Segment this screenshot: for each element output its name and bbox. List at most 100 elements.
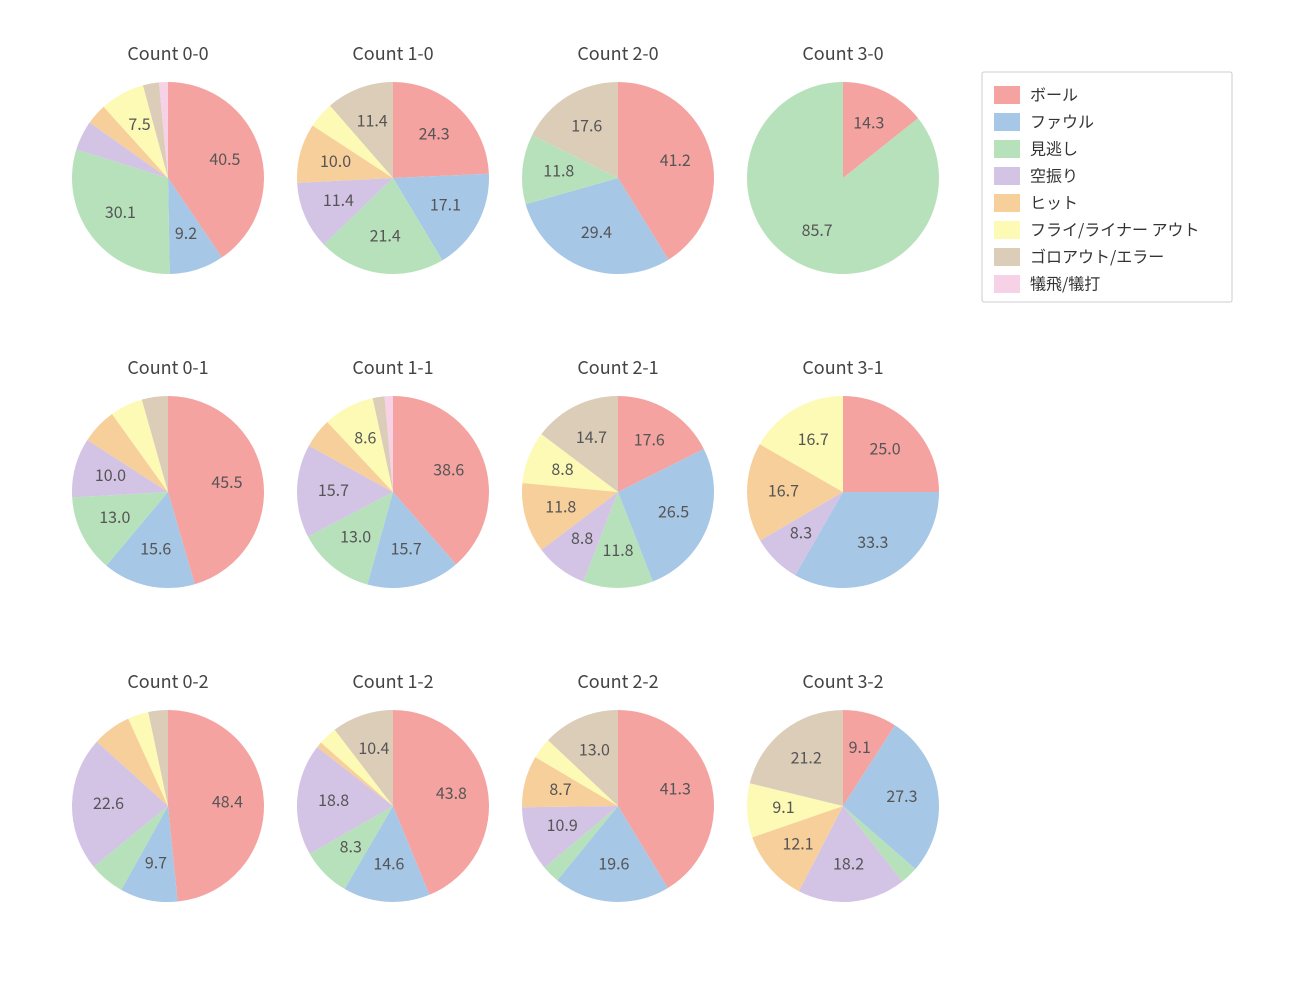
pie-slice-label: 43.8	[436, 780, 467, 804]
pie-slice-label: 8.3	[340, 833, 362, 857]
pie-slice-label: 15.7	[318, 477, 349, 501]
pie-chart: Count 3-2 9.1 27.3 18.2 12.1 9.1 21.2	[747, 668, 939, 902]
legend-swatch-ball	[994, 86, 1020, 104]
pie-slice-label: 8.3	[790, 520, 812, 544]
pie-title: Count 2-0	[577, 40, 658, 66]
legend-label: 空振り	[1030, 162, 1078, 186]
pie-slice-label: 14.6	[373, 851, 404, 875]
pie-slice-label: 10.0	[95, 462, 126, 486]
pie-slice-label: 15.6	[140, 536, 171, 560]
pie-slice-label: 16.7	[768, 478, 799, 502]
pie-grid-svg: Count 0-0 40.5 9.2 30.1 7.5 Count 1-0 24.3 17.1…	[0, 0, 1300, 1000]
pie-slice-label: 29.4	[581, 219, 612, 243]
pie-title: Count 1-0	[352, 40, 433, 66]
legend-swatch-fly_liner	[994, 221, 1020, 239]
chart-root: Count 0-0 40.5 9.2 30.1 7.5 Count 1-0 24.3 17.1…	[0, 0, 1300, 1000]
legend-label: 見逃し	[1030, 135, 1078, 159]
pie-title: Count 0-1	[127, 354, 208, 380]
pie-slice-label: 41.2	[660, 147, 691, 171]
pie-slice-label: 27.3	[886, 783, 917, 807]
pie-slice-label: 17.1	[430, 192, 461, 216]
pie-slice-label: 11.8	[543, 158, 574, 182]
pie-title: Count 1-1	[352, 354, 433, 380]
pie-slice-label: 17.6	[634, 427, 665, 451]
pie-slice-label: 45.5	[211, 469, 242, 493]
legend-label: ゴロアウト/エラー	[1030, 243, 1164, 267]
pie-slice-label: 41.3	[660, 775, 691, 799]
legend-label: ボール	[1030, 81, 1078, 105]
pie-slice-label: 30.1	[105, 199, 136, 223]
pie-slice-label: 26.5	[658, 499, 689, 523]
pie-chart: Count 3-1 25.0 33.3 8.3 16.7 16.7	[747, 354, 939, 588]
pie-slice-label: 17.6	[571, 113, 602, 137]
pie-slice-label: 12.1	[782, 830, 813, 854]
pie-slice-label: 10.9	[547, 812, 578, 836]
pie-title: Count 3-1	[802, 354, 883, 380]
pie-slice-label: 85.7	[802, 217, 833, 241]
pie-slice-label: 13.0	[340, 524, 371, 548]
pie-slice-label: 40.5	[209, 146, 240, 170]
pie-slice-label: 11.8	[602, 537, 633, 561]
pie-slice-label: 38.6	[433, 456, 464, 480]
pie-slice-label: 11.8	[545, 494, 576, 518]
pie-slice-label: 24.3	[419, 120, 450, 144]
pie-slice-label: 10.4	[358, 735, 389, 759]
pie-slice-label: 21.2	[791, 745, 822, 769]
legend: ボールファウル見逃し空振りヒットフライ/ライナー アウトゴロアウト/エラー犠飛/…	[982, 72, 1232, 302]
pie-slice-label: 9.1	[849, 734, 871, 758]
legend-label: 犠飛/犠打	[1030, 270, 1100, 294]
pie-title: Count 3-2	[802, 668, 883, 694]
pie-slice-label: 11.4	[323, 187, 354, 211]
pie-chart: Count 1-024.317.121.411.410.011.4	[297, 40, 489, 274]
pie-slice-label: 10.0	[320, 148, 351, 172]
pie-chart: Count 0-2 48.4 9.7 22.6	[72, 668, 264, 902]
pie-slice-label: 13.0	[579, 737, 610, 761]
pie-slice-label: 8.7	[549, 776, 571, 800]
pie-slice-label: 9.2	[175, 220, 197, 244]
pie-title: Count 3-0	[802, 40, 883, 66]
pie-slice-label: 14.3	[853, 110, 884, 134]
pie-chart: Count 2-117.626.511.88.811.88.814.7	[522, 354, 714, 588]
legend-swatch-groundout	[994, 248, 1020, 266]
legend-swatch-called	[994, 140, 1020, 158]
pie-slice-label: 8.8	[571, 525, 593, 549]
pie-slice-label: 21.4	[370, 222, 401, 246]
pie-slice-label: 13.0	[99, 504, 130, 528]
legend-frame	[982, 72, 1232, 302]
pie-chart: Count 2-0 41.2 29.4 11.8 17.6	[522, 40, 714, 274]
pie-title: Count 0-2	[127, 668, 208, 694]
pie-slice-label: 9.1	[772, 794, 794, 818]
pie-chart: Count 1-2 43.8 14.6 8.3 18.8 10.4	[297, 668, 489, 902]
pie-slice-label: 8.6	[354, 425, 376, 449]
legend-swatch-swing_miss	[994, 167, 1020, 185]
legend-label: ファウル	[1030, 108, 1094, 132]
legend-label: フライ/ライナー アウト	[1030, 216, 1200, 240]
pie-slice-label: 22.6	[93, 790, 124, 814]
pie-title: Count 1-2	[352, 668, 433, 694]
pie-slice-label: 18.8	[318, 787, 349, 811]
legend-swatch-sac	[994, 275, 1020, 293]
pie-chart: Count 1-1 38.6 15.7 13.0 15.7 8.6	[297, 354, 489, 588]
pie-slice-label: 14.7	[576, 424, 607, 448]
pie-title: Count 2-2	[577, 668, 658, 694]
pie-slice-label: 15.7	[391, 535, 422, 559]
pie-slice-label: 8.8	[551, 456, 573, 480]
pie-slice-label: 19.6	[598, 851, 629, 875]
pie-slice-label: 48.4	[212, 788, 243, 812]
pie-title: Count 2-1	[577, 354, 658, 380]
pie-slice-label: 25.0	[870, 435, 901, 459]
pie-title: Count 0-0	[127, 40, 208, 66]
pie-slice-label: 7.5	[128, 111, 150, 135]
pie-slice-label: 33.3	[857, 529, 888, 553]
pie-slice-label: 9.7	[145, 850, 167, 874]
pie-slice-label: 11.4	[357, 108, 388, 132]
legend-label: ヒット	[1030, 189, 1078, 213]
pie-chart: Count 3-0 14.3 85.7	[747, 40, 939, 274]
pie-chart: Count 2-2 41.3 19.6 10.9 8.7 13.0	[522, 668, 714, 902]
pie-chart: Count 0-0 40.5 9.2 30.1 7.5	[72, 40, 264, 274]
legend-swatch-hit	[994, 194, 1020, 212]
legend-swatch-foul	[994, 113, 1020, 131]
pie-chart: Count 0-1 45.5 15.6 13.0 10.0	[72, 354, 264, 588]
pie-slice-label: 16.7	[798, 426, 829, 450]
pie-slice-label: 18.2	[833, 851, 864, 875]
